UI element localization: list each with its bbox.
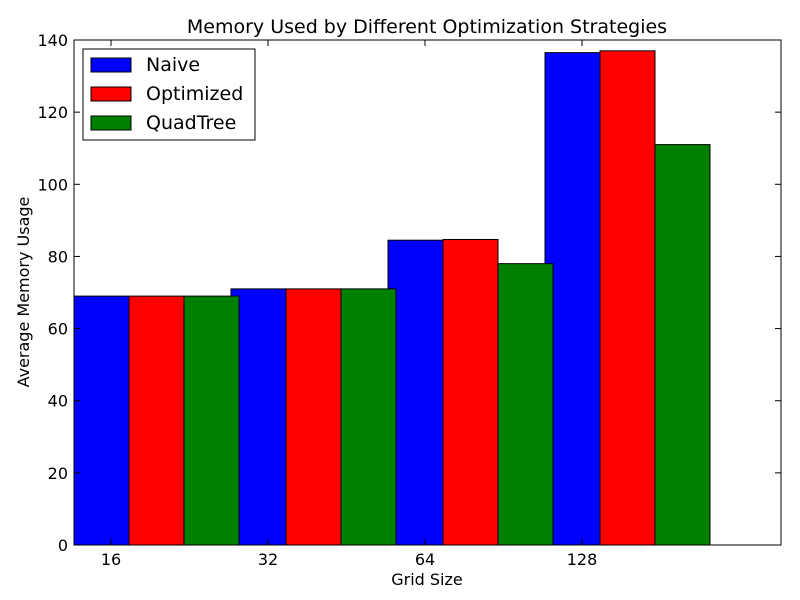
bar-naive-64 — [387, 239, 444, 546]
legend-label-quadtree: QuadTree — [146, 112, 236, 134]
legend: Naive Optimized QuadTree — [82, 48, 256, 141]
y-tick-label: 0 — [58, 536, 68, 555]
x-tick-label: 64 — [415, 550, 435, 569]
bar-naive-16 — [73, 295, 130, 546]
x-axis-label: Grid Size — [391, 570, 463, 589]
ticks-layer: 0 20 40 60 80 100 120 140 16 32 64 128 — [37, 31, 781, 569]
y-tick-label: 20 — [48, 464, 68, 483]
bar-quadtree-64 — [497, 263, 554, 546]
y-tick-label: 100 — [37, 175, 68, 194]
y-tick-label: 120 — [37, 103, 68, 122]
y-tick-label: 80 — [48, 247, 68, 266]
plot-frame — [73, 39, 782, 546]
bars-layer — [73, 50, 711, 546]
bar-quadtree-128 — [654, 144, 711, 546]
bar-naive-128 — [544, 52, 601, 546]
legend-swatch-quadtree — [90, 115, 132, 131]
bar-optimized-64 — [442, 238, 499, 546]
x-tick-label: 16 — [101, 550, 121, 569]
bar-naive-32 — [230, 288, 287, 546]
bar-optimized-16 — [128, 295, 185, 546]
legend-label-naive: Naive — [146, 54, 200, 76]
bar-optimized-128 — [599, 50, 656, 546]
bar-quadtree-16 — [183, 295, 240, 546]
x-tick-label: 32 — [258, 550, 278, 569]
x-tick-label: 128 — [567, 550, 598, 569]
y-axis-label: Average Memory Usage — [14, 197, 33, 388]
legend-swatch-optimized — [90, 86, 132, 102]
y-tick-label: 140 — [37, 31, 68, 50]
y-tick-label: 40 — [48, 392, 68, 411]
chart-title: Memory Used by Different Optimization St… — [187, 16, 667, 38]
legend-label-optimized: Optimized — [146, 83, 243, 105]
legend-swatch-naive — [90, 57, 132, 73]
bar-quadtree-32 — [340, 288, 397, 546]
bar-optimized-32 — [285, 288, 342, 546]
y-tick-label: 60 — [48, 320, 68, 339]
